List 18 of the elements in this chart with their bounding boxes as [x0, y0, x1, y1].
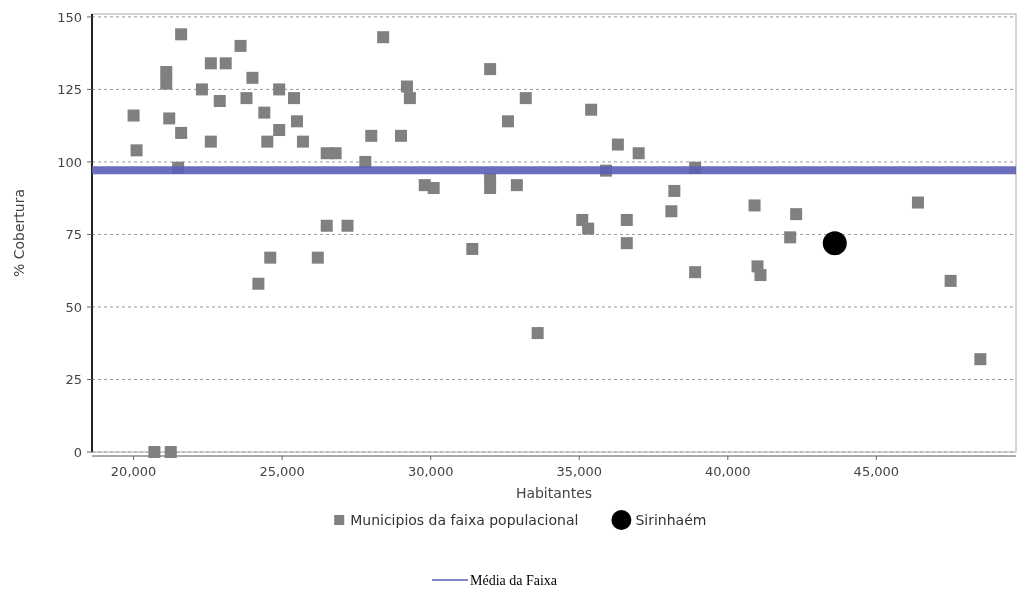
y-tick-label: 25	[65, 372, 82, 388]
y-axis-title: % Cobertura	[11, 188, 27, 278]
x-tick-label: 20,000	[110, 464, 157, 479]
legend-label: Média da Faixa	[470, 573, 558, 588]
legend-label: Sirinhaém	[635, 512, 707, 528]
x-tick-label: 45,000	[853, 464, 900, 479]
y-tick-label: 50	[65, 299, 82, 315]
x-tick-label: 30,000	[407, 464, 454, 479]
y-tick-label: 0	[73, 445, 82, 460]
y-tick-label: 100	[57, 154, 82, 170]
x-tick-label: 25,000	[259, 464, 305, 479]
x-axis-title: Habitantes	[515, 485, 593, 501]
x-tick-label: 40,000	[705, 464, 751, 479]
y-tick-label: 125	[57, 82, 82, 98]
x-tick-label: 35,000	[556, 464, 602, 479]
y-tick-label: 150	[57, 9, 82, 25]
y-tick-label: 75	[65, 227, 82, 243]
legend-label: Municipios da faixa populacional	[350, 512, 579, 528]
